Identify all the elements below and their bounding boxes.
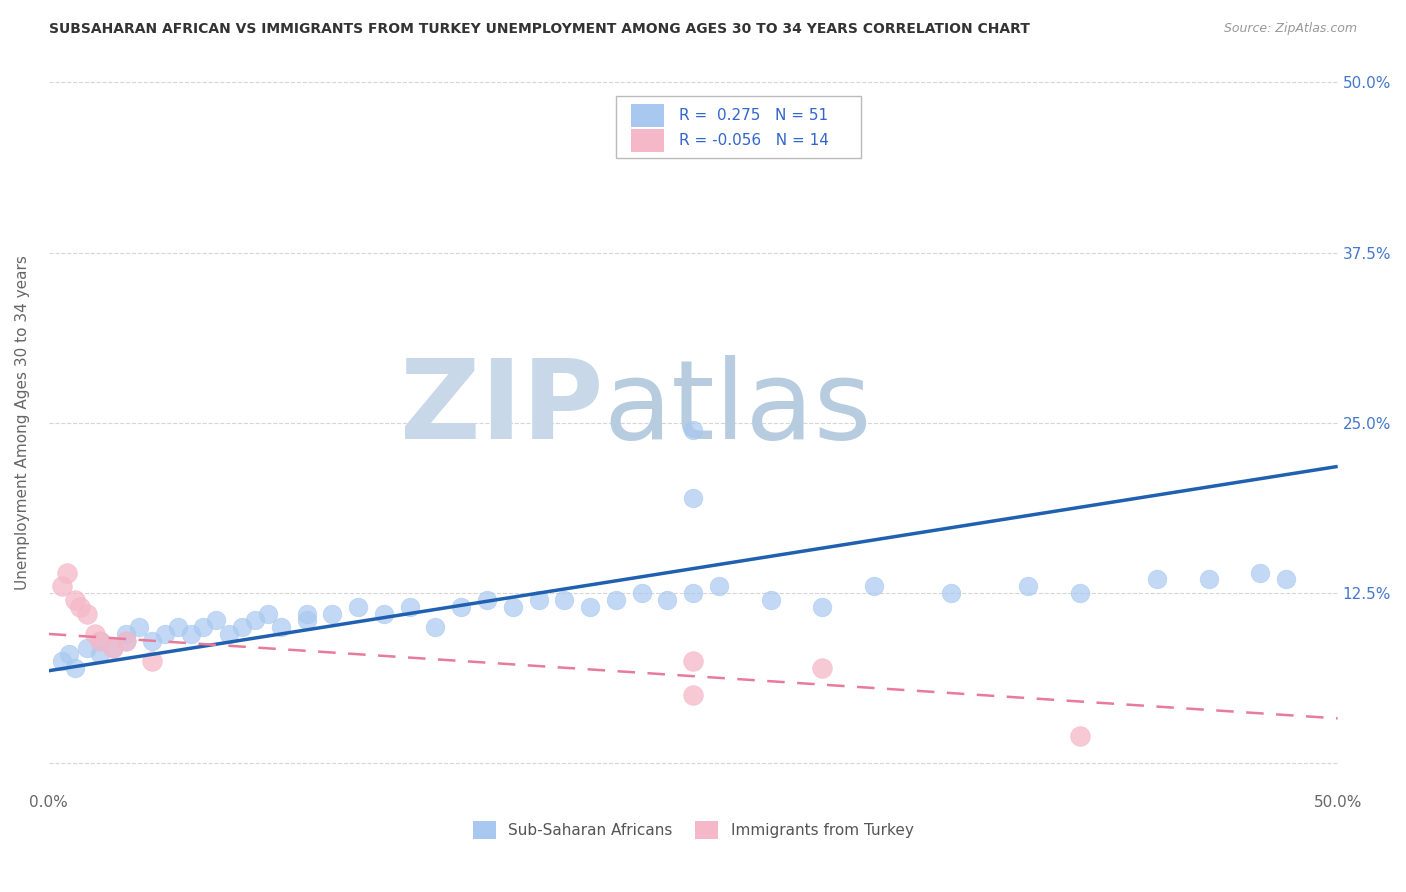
- Point: [707, 579, 730, 593]
- Point: [295, 613, 318, 627]
- Point: [63, 593, 86, 607]
- Point: [231, 620, 253, 634]
- Point: [862, 579, 884, 593]
- Point: [218, 627, 240, 641]
- Point: [84, 627, 107, 641]
- Point: [76, 640, 98, 655]
- Point: [553, 593, 575, 607]
- Point: [682, 586, 704, 600]
- Point: [128, 620, 150, 634]
- Bar: [631, 103, 664, 128]
- Point: [811, 599, 834, 614]
- Point: [682, 491, 704, 505]
- Point: [321, 607, 343, 621]
- Point: [115, 633, 138, 648]
- Point: [63, 661, 86, 675]
- Point: [243, 613, 266, 627]
- Point: [89, 633, 111, 648]
- Point: [347, 599, 370, 614]
- Point: [1249, 566, 1271, 580]
- Text: SUBSAHARAN AFRICAN VS IMMIGRANTS FROM TURKEY UNEMPLOYMENT AMONG AGES 30 TO 34 YE: SUBSAHARAN AFRICAN VS IMMIGRANTS FROM TU…: [49, 22, 1031, 37]
- Point: [58, 648, 80, 662]
- Point: [257, 607, 280, 621]
- Point: [76, 607, 98, 621]
- Text: R = -0.056   N = 14: R = -0.056 N = 14: [679, 133, 830, 148]
- Point: [682, 688, 704, 702]
- Point: [103, 640, 125, 655]
- Bar: [631, 128, 664, 153]
- Point: [56, 566, 79, 580]
- Point: [103, 640, 125, 655]
- Point: [295, 607, 318, 621]
- Point: [153, 627, 176, 641]
- Point: [51, 579, 73, 593]
- Point: [1069, 729, 1091, 743]
- Point: [115, 633, 138, 648]
- Point: [166, 620, 188, 634]
- Point: [630, 586, 652, 600]
- Text: Source: ZipAtlas.com: Source: ZipAtlas.com: [1223, 22, 1357, 36]
- Point: [527, 593, 550, 607]
- Y-axis label: Unemployment Among Ages 30 to 34 years: Unemployment Among Ages 30 to 34 years: [15, 255, 30, 591]
- Point: [180, 627, 202, 641]
- Bar: [616, 95, 860, 158]
- Point: [51, 654, 73, 668]
- Point: [89, 633, 111, 648]
- Point: [270, 620, 292, 634]
- Point: [502, 599, 524, 614]
- Text: ZIP: ZIP: [399, 355, 603, 462]
- Point: [373, 607, 395, 621]
- Point: [1198, 573, 1220, 587]
- Point: [939, 586, 962, 600]
- Point: [1069, 586, 1091, 600]
- Text: R =  0.275   N = 51: R = 0.275 N = 51: [679, 108, 828, 123]
- Point: [475, 593, 498, 607]
- Point: [205, 613, 228, 627]
- Point: [682, 423, 704, 437]
- Point: [682, 654, 704, 668]
- Point: [811, 661, 834, 675]
- Text: atlas: atlas: [603, 355, 872, 462]
- Point: [605, 593, 627, 607]
- Point: [141, 654, 163, 668]
- Point: [1146, 573, 1168, 587]
- Point: [1017, 579, 1039, 593]
- Point: [450, 599, 472, 614]
- Point: [193, 620, 215, 634]
- Point: [141, 633, 163, 648]
- Legend: Sub-Saharan Africans, Immigrants from Turkey: Sub-Saharan Africans, Immigrants from Tu…: [467, 814, 920, 846]
- Point: [579, 599, 602, 614]
- Point: [69, 599, 91, 614]
- Point: [89, 648, 111, 662]
- Point: [657, 593, 679, 607]
- Point: [398, 599, 420, 614]
- Point: [115, 627, 138, 641]
- Point: [759, 593, 782, 607]
- Point: [1275, 573, 1298, 587]
- Point: [425, 620, 447, 634]
